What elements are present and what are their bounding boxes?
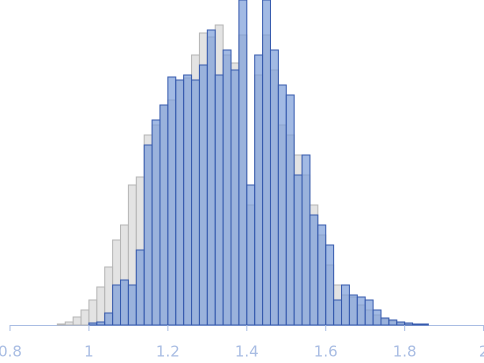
histogram-bar bbox=[333, 299, 343, 326]
histogram-bar bbox=[56, 323, 66, 326]
histogram-bar bbox=[175, 79, 185, 326]
x-tick-label: 1.2 bbox=[156, 343, 180, 361]
histogram-bar bbox=[309, 214, 319, 326]
histogram-bar bbox=[404, 322, 414, 326]
histogram-bar bbox=[348, 294, 358, 326]
histogram-bar bbox=[325, 244, 335, 326]
histogram-bar bbox=[191, 79, 200, 326]
x-tick-label: 0.8 bbox=[0, 343, 22, 361]
x-tick-label: 1.6 bbox=[314, 343, 338, 361]
histogram-bar bbox=[254, 54, 264, 326]
histogram-bar bbox=[112, 284, 122, 326]
histogram-bar bbox=[222, 49, 232, 326]
histogram-bar bbox=[104, 312, 114, 326]
histogram-bar bbox=[341, 284, 350, 326]
histogram-bar bbox=[96, 286, 106, 326]
histogram-bar bbox=[88, 322, 98, 326]
histogram-bar bbox=[419, 323, 429, 326]
histogram-bar bbox=[372, 309, 382, 326]
histogram-bar bbox=[380, 317, 390, 326]
histogram-bar bbox=[230, 69, 240, 326]
histogram-bar bbox=[80, 309, 90, 326]
histogram-bar bbox=[293, 174, 303, 326]
histogram-bar bbox=[388, 319, 398, 326]
histogram-bar bbox=[143, 144, 153, 326]
histogram-bar bbox=[356, 296, 366, 326]
histogram-bar bbox=[120, 279, 129, 326]
histogram-bar bbox=[96, 321, 106, 326]
histogram-bar bbox=[285, 94, 295, 326]
histogram-bar bbox=[317, 224, 327, 326]
x-tick-label: 1.4 bbox=[235, 343, 259, 361]
histogram-bar bbox=[412, 323, 421, 326]
histogram-bar bbox=[246, 184, 256, 326]
histogram-bar bbox=[88, 299, 98, 326]
histogram-bar bbox=[159, 104, 169, 326]
histogram-bar bbox=[269, 49, 279, 326]
x-tick-label: 1 bbox=[84, 343, 94, 361]
histogram-bar bbox=[167, 76, 177, 326]
x-tick-label: 2 bbox=[479, 343, 484, 361]
histogram-bar bbox=[277, 84, 287, 326]
histogram-bar bbox=[135, 249, 145, 326]
histogram-bar bbox=[396, 321, 406, 326]
histogram-bar bbox=[238, 0, 248, 326]
histogram-bar bbox=[151, 119, 161, 326]
histogram-bar bbox=[183, 74, 193, 326]
histogram-bar bbox=[214, 74, 224, 326]
histogram-bar bbox=[364, 299, 374, 326]
histogram-bar bbox=[64, 321, 74, 326]
histogram-bar bbox=[206, 29, 216, 326]
histogram-bar bbox=[301, 154, 311, 326]
histogram-bar bbox=[198, 64, 208, 326]
histogram-bar bbox=[72, 316, 82, 326]
x-tick-label: 1.8 bbox=[393, 343, 417, 361]
histogram-bar bbox=[127, 284, 137, 326]
histogram-bar bbox=[262, 0, 271, 326]
